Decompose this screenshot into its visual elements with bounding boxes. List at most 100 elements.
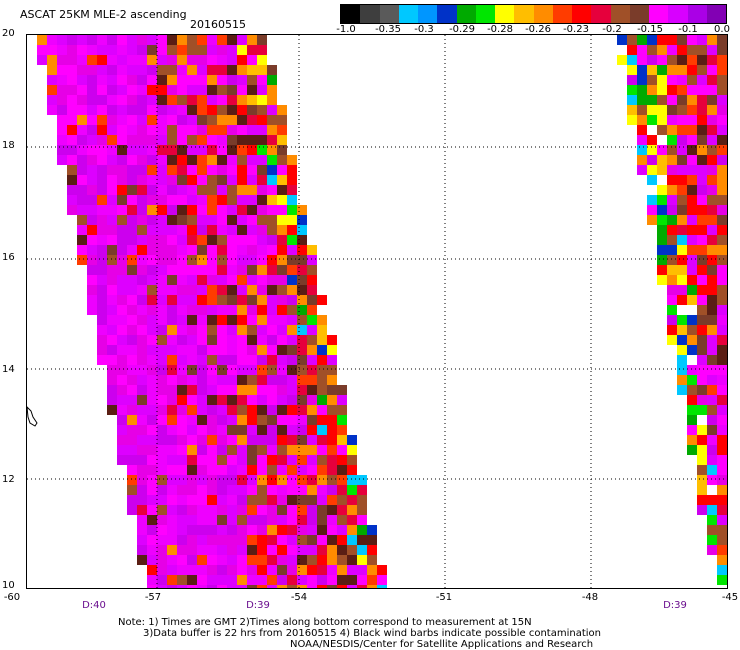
swath-pixel — [237, 375, 247, 385]
swath-pixel — [697, 475, 707, 485]
swath-pixel — [317, 385, 327, 395]
swath-pixel — [217, 505, 227, 515]
swath-pixel — [347, 505, 357, 515]
swath-pixel — [177, 485, 187, 495]
swath-pixel — [697, 265, 707, 275]
swath-pixel — [127, 315, 137, 325]
swath-pixel — [177, 545, 187, 555]
swath-pixel — [257, 325, 267, 335]
swath-pixel — [147, 375, 157, 385]
swath-pixel — [147, 135, 157, 145]
swath-pixel — [337, 505, 347, 515]
swath-pixel — [157, 545, 167, 555]
swath-pixel — [237, 35, 247, 45]
swath-pixel — [287, 245, 297, 255]
swath-pixel — [197, 505, 207, 515]
swath-pixel — [697, 55, 707, 65]
lat-label: 10 — [2, 580, 15, 591]
swath-pixel — [697, 295, 707, 305]
swath-pixel — [297, 405, 307, 415]
swath-pixel — [677, 45, 687, 55]
swath-pixel — [677, 275, 687, 285]
swath-pixel — [717, 235, 727, 245]
swath-pixel — [187, 65, 197, 75]
swath-pixel — [697, 405, 707, 415]
swath-pixel — [327, 435, 337, 445]
swath-pixel — [277, 205, 287, 215]
swath-pixel — [127, 415, 137, 425]
swath-pixel — [87, 135, 97, 145]
swath-pixel — [117, 205, 127, 215]
swath-pixel — [207, 275, 217, 285]
swath-pixel — [717, 395, 727, 405]
swath-pixel — [707, 445, 717, 455]
swath-pixel — [157, 285, 167, 295]
swath-pixel — [307, 385, 317, 395]
pass-time-label: D:39 — [246, 600, 270, 611]
swath-pixel — [277, 565, 287, 575]
swath-pixel — [687, 445, 697, 455]
swath-pixel — [97, 335, 107, 345]
swath-pixel — [47, 65, 57, 75]
swath-pixel — [207, 375, 217, 385]
swath-pixel — [167, 245, 177, 255]
swath-pixel — [67, 95, 77, 105]
swath-pixel — [177, 435, 187, 445]
swath-pixel — [347, 535, 357, 545]
swath-pixel — [307, 265, 317, 275]
swath-pixel — [147, 155, 157, 165]
swath-pixel — [187, 475, 197, 485]
color-legend-bar — [340, 4, 727, 24]
swath-pixel — [707, 335, 717, 345]
swath-pixel — [717, 525, 727, 535]
swath-pixel — [97, 185, 107, 195]
swath-pixel — [117, 185, 127, 195]
swath-pixel — [717, 475, 727, 485]
swath-pixel — [177, 105, 187, 115]
swath-pixel — [167, 45, 177, 55]
swath-pixel — [707, 475, 717, 485]
swath-pixel — [707, 465, 717, 475]
swath-pixel — [137, 445, 147, 455]
swath-pixel — [647, 35, 657, 45]
swath-pixel — [187, 345, 197, 355]
swath-pixel — [237, 65, 247, 75]
swath-pixel — [147, 355, 157, 365]
swath-pixel — [187, 485, 197, 495]
legend-tick: -0.35 — [375, 24, 401, 35]
swath-pixel — [67, 205, 77, 215]
swath-pixel — [217, 255, 227, 265]
swath-pixel — [167, 325, 177, 335]
swath-pixel — [147, 295, 157, 305]
swath-pixel — [257, 515, 267, 525]
swath-pixel — [227, 435, 237, 445]
swath-pixel — [237, 155, 247, 165]
swath-pixel — [117, 305, 127, 315]
swath-pixel — [287, 165, 297, 175]
swath-pixel — [277, 305, 287, 315]
swath-pixel — [167, 505, 177, 515]
swath-pixel — [267, 335, 277, 345]
swath-pixel — [207, 505, 217, 515]
swath-pixel — [117, 115, 127, 125]
swath-pixel — [57, 35, 67, 45]
swath-pixel — [707, 305, 717, 315]
swath-pixel — [127, 165, 137, 175]
swath-pixel — [187, 515, 197, 525]
swath-pixel — [257, 305, 267, 315]
swath-pixel — [157, 265, 167, 275]
swath-pixel — [127, 195, 137, 205]
swath-pixel — [157, 105, 167, 115]
swath-pixel — [717, 275, 727, 285]
swath-pixel — [237, 305, 247, 315]
swath-pixel — [157, 395, 167, 405]
swath-pixel — [667, 275, 677, 285]
swath-pixel — [157, 215, 167, 225]
swath-pixel — [717, 545, 727, 555]
swath-pixel — [167, 455, 177, 465]
swath-pixel — [307, 345, 317, 355]
swath-pixel — [67, 145, 77, 155]
swath-pixel — [207, 265, 217, 275]
swath-pixel — [117, 155, 127, 165]
swath-pixel — [77, 65, 87, 75]
